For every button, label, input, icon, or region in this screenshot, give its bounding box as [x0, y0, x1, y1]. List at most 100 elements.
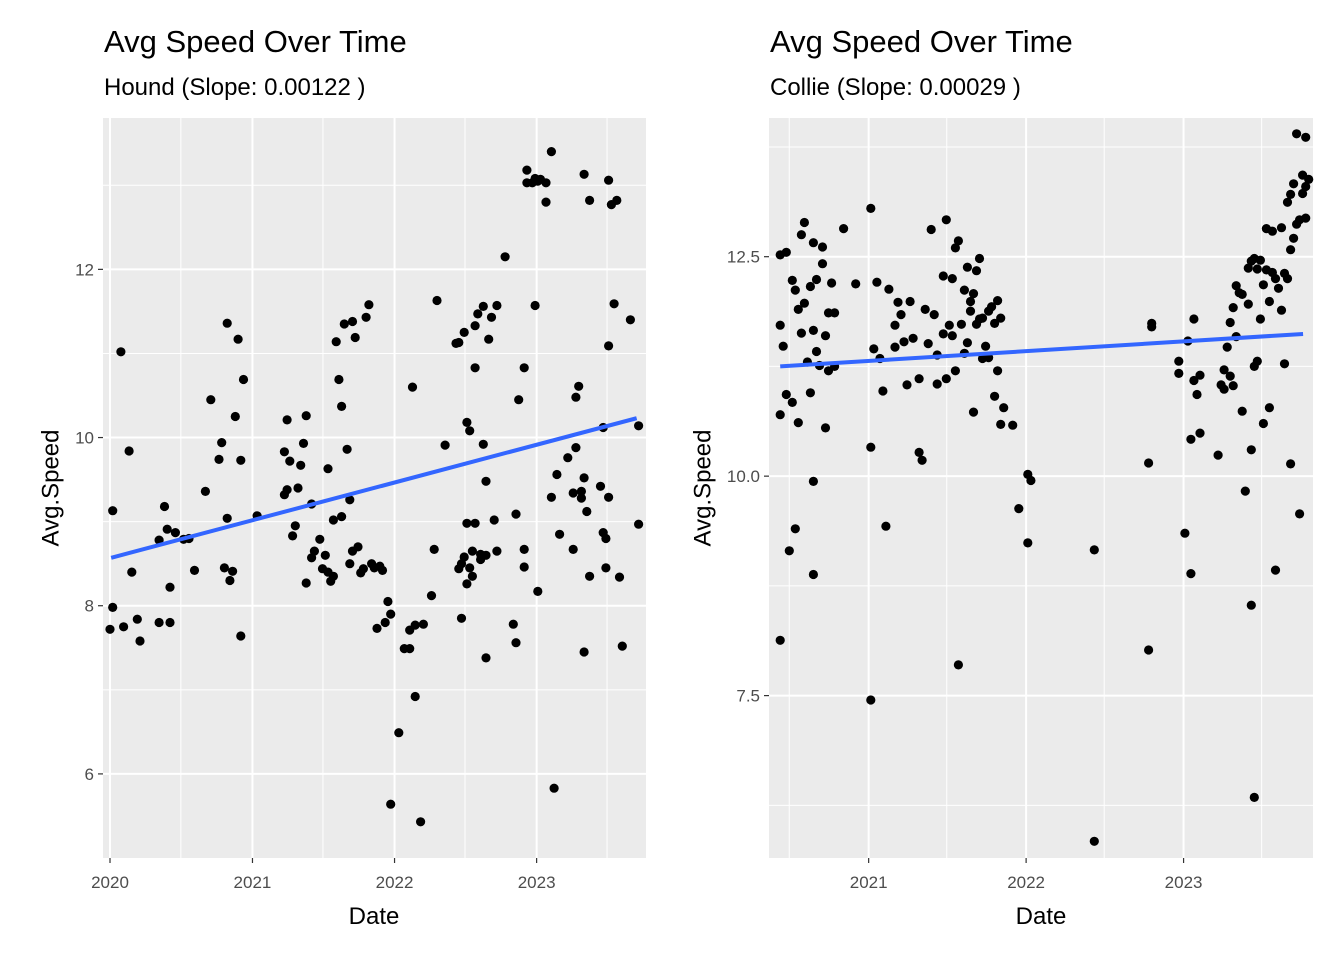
- data-point: [1286, 245, 1296, 255]
- data-point: [634, 519, 644, 529]
- data-point: [1014, 504, 1024, 514]
- data-point: [820, 331, 831, 341]
- data-point: [793, 304, 803, 314]
- data-point: [799, 217, 809, 228]
- data-point: [866, 695, 876, 705]
- data-point: [1180, 528, 1190, 538]
- data-point: [896, 310, 906, 320]
- data-point: [1240, 486, 1250, 496]
- data-point: [938, 329, 948, 339]
- data-point: [790, 285, 800, 295]
- data-point: [1026, 475, 1036, 486]
- data-point: [1304, 174, 1314, 184]
- data-point: [386, 799, 396, 809]
- y-axis-title: Avg.Speed: [689, 430, 716, 547]
- y-tick-label: 12.5: [727, 248, 760, 267]
- data-point: [990, 318, 1000, 328]
- data-point: [132, 614, 142, 624]
- data-point: [987, 302, 997, 312]
- data-point: [574, 381, 584, 391]
- data-point: [108, 506, 118, 516]
- data-point: [222, 513, 232, 523]
- data-point: [337, 401, 347, 411]
- data-point: [1267, 226, 1277, 236]
- data-point: [1286, 189, 1296, 199]
- data-point: [345, 559, 355, 569]
- data-point: [484, 334, 494, 344]
- data-point: [617, 641, 627, 651]
- data-point: [546, 147, 557, 157]
- data-point: [1023, 538, 1033, 548]
- data-point: [947, 331, 957, 341]
- data-point: [407, 382, 418, 392]
- data-point: [405, 644, 415, 654]
- data-point: [1237, 289, 1247, 299]
- data-point: [775, 320, 785, 330]
- data-point: [974, 253, 985, 264]
- data-point: [993, 366, 1003, 376]
- data-point: [481, 550, 491, 560]
- data-point: [811, 274, 822, 285]
- data-point: [1228, 381, 1238, 391]
- data-point: [541, 178, 551, 188]
- data-point: [1301, 181, 1311, 192]
- data-point: [522, 165, 532, 175]
- data-point: [962, 338, 972, 348]
- data-point: [470, 518, 480, 528]
- data-point: [872, 277, 882, 287]
- data-point: [604, 492, 614, 502]
- data-point: [917, 455, 927, 465]
- data-point: [489, 515, 499, 525]
- data-point: [309, 546, 319, 556]
- data-point: [127, 567, 137, 577]
- data-point: [571, 443, 581, 453]
- data-point: [1252, 356, 1262, 366]
- x-axis-title: Date: [1016, 903, 1067, 930]
- data-point: [230, 411, 240, 422]
- data-point: [890, 320, 900, 330]
- data-point: [549, 783, 559, 793]
- data-point: [500, 252, 510, 262]
- data-point: [579, 473, 589, 483]
- data-point: [301, 411, 311, 421]
- data-point: [1237, 406, 1247, 416]
- data-point: [1243, 263, 1253, 273]
- data-point: [1286, 459, 1296, 469]
- data-point: [519, 544, 529, 555]
- data-point: [328, 515, 338, 525]
- data-point: [614, 572, 625, 582]
- data-point: [1292, 129, 1302, 139]
- data-point: [315, 534, 325, 544]
- data-point: [511, 509, 521, 519]
- data-point: [1295, 509, 1305, 519]
- data-point: [805, 281, 815, 292]
- data-point: [154, 617, 164, 628]
- data-point: [1252, 264, 1262, 274]
- data-point: [383, 596, 393, 607]
- data-point: [1225, 317, 1235, 328]
- data-point: [372, 623, 382, 634]
- data-point: [116, 347, 126, 357]
- trend-line: [110, 416, 638, 560]
- data-point: [1255, 255, 1265, 265]
- data-point: [462, 518, 472, 528]
- data-point: [796, 230, 806, 240]
- data-point: [331, 337, 341, 347]
- x-tick-label: 2022: [376, 873, 414, 892]
- data-point: [851, 279, 861, 289]
- data-point: [345, 495, 355, 505]
- data-point: [914, 447, 924, 457]
- data-point: [884, 284, 894, 294]
- data-point: [1301, 213, 1311, 223]
- data-point: [519, 363, 529, 373]
- data-point: [1255, 314, 1265, 324]
- data-point: [932, 379, 942, 389]
- data-point: [288, 531, 298, 541]
- data-point: [1219, 384, 1229, 394]
- data-point: [808, 569, 818, 580]
- data-point: [429, 544, 439, 555]
- data-point: [817, 259, 828, 269]
- data-point: [467, 546, 477, 556]
- data-point: [579, 647, 589, 657]
- data-point: [1189, 314, 1199, 324]
